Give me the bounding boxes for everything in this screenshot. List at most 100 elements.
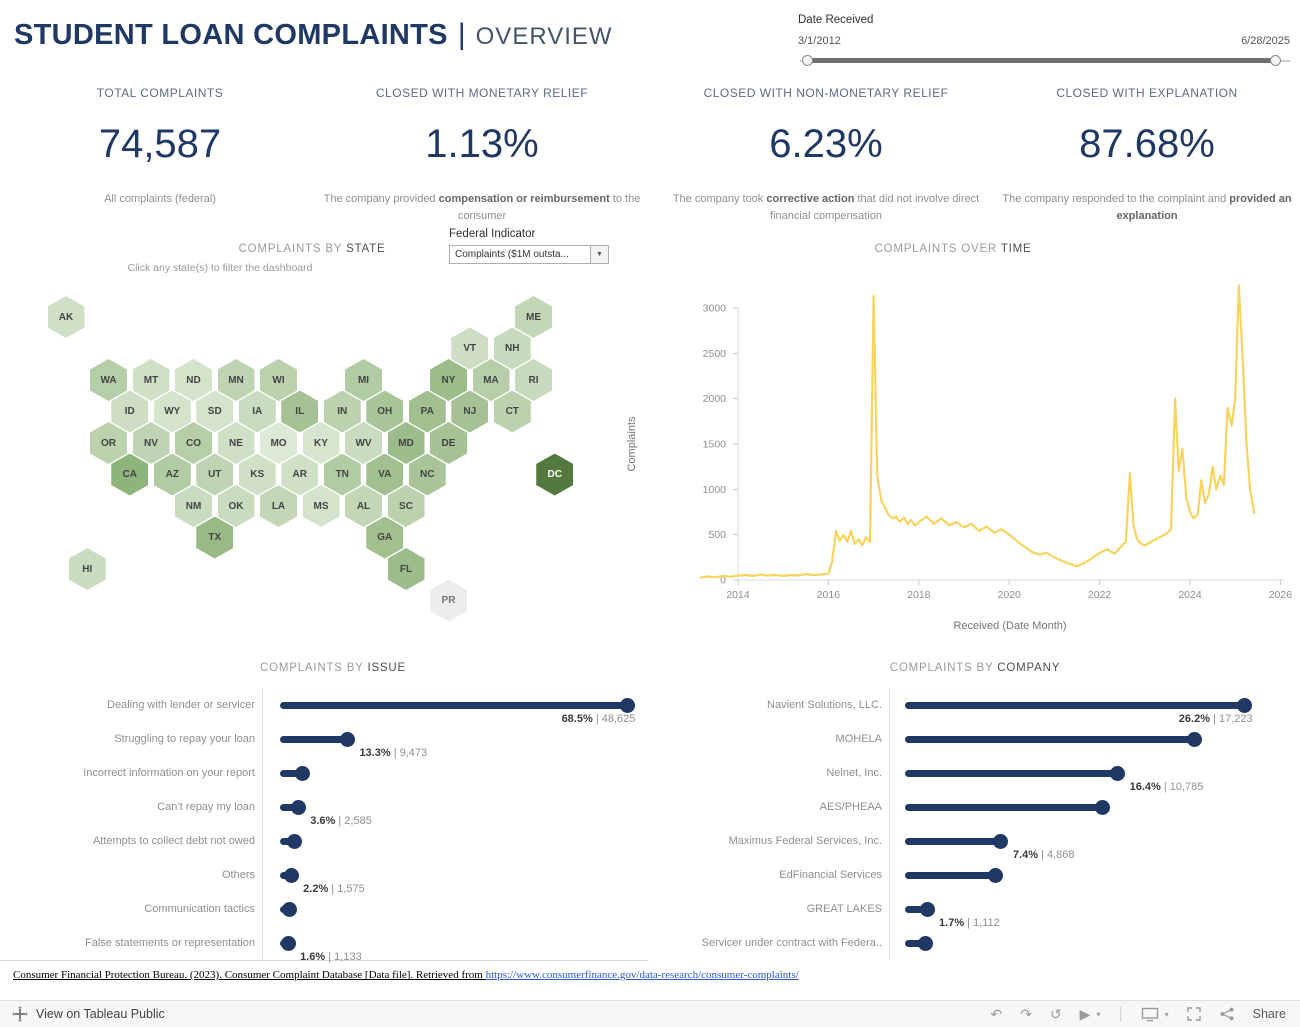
state-WI[interactable]: WI xyxy=(260,359,297,401)
bar[interactable] xyxy=(905,871,996,879)
svg-text:1500: 1500 xyxy=(703,439,727,451)
bar-dot[interactable] xyxy=(1237,697,1253,713)
bar[interactable] xyxy=(905,837,1001,845)
share-label[interactable]: Share xyxy=(1252,1007,1286,1021)
bar-dot[interactable] xyxy=(283,867,299,883)
federal-indicator-dropdown[interactable]: Complaints ($1M outsta... ▼ xyxy=(449,245,609,264)
bar-dot[interactable] xyxy=(287,833,303,849)
state-DE[interactable]: DE xyxy=(430,422,467,464)
state-DC[interactable]: DC xyxy=(536,453,574,496)
bar-dot[interactable] xyxy=(280,935,296,951)
state-MN[interactable]: MN xyxy=(217,359,255,401)
chevron-down-icon[interactable]: ▼ xyxy=(590,246,608,263)
state-UT[interactable]: UT xyxy=(196,453,234,496)
bar[interactable] xyxy=(905,735,1195,743)
state-KS[interactable]: KS xyxy=(238,453,276,496)
share-icon[interactable] xyxy=(1219,1007,1235,1021)
bar[interactable] xyxy=(280,803,299,811)
complaints-over-time-chart[interactable]: 0 500 1000 1500 2000 2500 3000 2014 2016 2018 2020… xyxy=(620,240,1300,645)
state-OK[interactable]: OK xyxy=(217,485,255,527)
date-slider-range[interactable] xyxy=(808,58,1276,63)
date-slider-handle-right[interactable] xyxy=(1270,55,1281,66)
state-RI[interactable]: RI xyxy=(515,359,552,401)
state-OH[interactable]: OH xyxy=(366,390,404,433)
state-LA[interactable]: LA xyxy=(260,485,297,527)
state-TN[interactable]: TN xyxy=(323,453,361,496)
tableau-public-link[interactable]: View on Tableau Public xyxy=(0,1006,165,1022)
state-CA[interactable]: CA xyxy=(111,453,149,496)
state-AK[interactable]: AK xyxy=(47,296,85,338)
reset-icon[interactable]: ↺ xyxy=(1049,1006,1062,1022)
state-VA[interactable]: VA xyxy=(366,453,404,496)
state-NV[interactable]: NV xyxy=(132,422,170,464)
state-CO[interactable]: CO xyxy=(175,422,212,464)
bar[interactable] xyxy=(280,769,303,777)
state-SC[interactable]: SC xyxy=(387,485,425,527)
redo-icon[interactable]: ↷ xyxy=(1020,1006,1032,1022)
state-AZ[interactable]: AZ xyxy=(153,453,191,496)
state-PA[interactable]: PA xyxy=(408,390,446,433)
autoupdate-icon[interactable]: ▶ xyxy=(1079,1006,1091,1022)
state-VT[interactable]: VT xyxy=(451,327,489,370)
state-NJ[interactable]: NJ xyxy=(451,390,489,433)
state-NE[interactable]: NE xyxy=(217,422,255,464)
date-slider-handle-left[interactable] xyxy=(802,55,813,66)
state-CT[interactable]: CT xyxy=(493,390,531,433)
bar-dot[interactable] xyxy=(339,731,355,747)
state-MA[interactable]: MA xyxy=(472,359,510,401)
state-NC[interactable]: NC xyxy=(408,453,446,496)
device-preview-icon[interactable] xyxy=(1141,1007,1159,1022)
state-MT[interactable]: MT xyxy=(132,359,170,401)
undo-icon[interactable]: ↶ xyxy=(990,1006,1003,1022)
state-IL[interactable]: IL xyxy=(281,390,319,433)
state-WA[interactable]: WA xyxy=(90,359,127,401)
state-ND[interactable]: ND xyxy=(175,359,212,401)
state-HI[interactable]: HI xyxy=(68,548,106,590)
bar-dot[interactable] xyxy=(1186,731,1202,747)
bar[interactable] xyxy=(905,905,928,913)
state-MD[interactable]: MD xyxy=(387,422,425,464)
bar-dot[interactable] xyxy=(619,697,635,713)
state-OR[interactable]: OR xyxy=(90,422,127,464)
state-KY[interactable]: KY xyxy=(302,422,340,464)
state-NY[interactable]: NY xyxy=(430,359,467,401)
state-MS[interactable]: MS xyxy=(302,485,340,527)
state-NH[interactable]: NH xyxy=(493,327,531,370)
state-IA[interactable]: IA xyxy=(238,390,276,433)
state-PR[interactable]: PR xyxy=(430,579,467,622)
state-TX[interactable]: TX xyxy=(196,516,234,559)
bar-dot[interactable] xyxy=(1110,765,1126,781)
state-NM[interactable]: NM xyxy=(175,485,212,527)
bar-dot[interactable] xyxy=(988,867,1004,883)
bar-dot[interactable] xyxy=(1094,799,1110,815)
fullscreen-icon[interactable] xyxy=(1186,1007,1201,1021)
bar[interactable] xyxy=(280,735,348,743)
bar[interactable] xyxy=(280,701,628,709)
bar-category-label: Incorrect information on your report xyxy=(83,767,255,779)
state-ID[interactable]: ID xyxy=(111,390,149,433)
state-WV[interactable]: WV xyxy=(345,422,382,464)
bar[interactable] xyxy=(905,769,1118,777)
state-SD[interactable]: SD xyxy=(196,390,234,433)
device-preview-caret-icon[interactable]: ▾ xyxy=(1164,1009,1169,1019)
bar-dot[interactable] xyxy=(282,901,298,917)
state-IN[interactable]: IN xyxy=(323,390,361,433)
bar-dot[interactable] xyxy=(919,901,935,917)
state-AR[interactable]: AR xyxy=(281,453,319,496)
state-WY[interactable]: WY xyxy=(153,390,191,433)
bar-dot[interactable] xyxy=(290,799,306,815)
state-MO[interactable]: MO xyxy=(260,422,297,464)
state-MI[interactable]: MI xyxy=(345,359,382,401)
bar-dot[interactable] xyxy=(294,765,310,781)
state-GA[interactable]: GA xyxy=(366,516,404,559)
autoupdate-caret-icon[interactable]: ▾ xyxy=(1096,1009,1101,1019)
state-AL[interactable]: AL xyxy=(345,485,382,527)
bar[interactable] xyxy=(905,803,1103,811)
state-FL[interactable]: FL xyxy=(387,548,425,590)
bar[interactable] xyxy=(905,939,926,947)
bar-dot[interactable] xyxy=(993,833,1009,849)
state-ME[interactable]: ME xyxy=(515,296,552,338)
bar[interactable] xyxy=(905,701,1245,709)
citation-link[interactable]: https://www.consumerfinance.gov/data-res… xyxy=(485,969,799,981)
bar-dot[interactable] xyxy=(918,935,934,951)
